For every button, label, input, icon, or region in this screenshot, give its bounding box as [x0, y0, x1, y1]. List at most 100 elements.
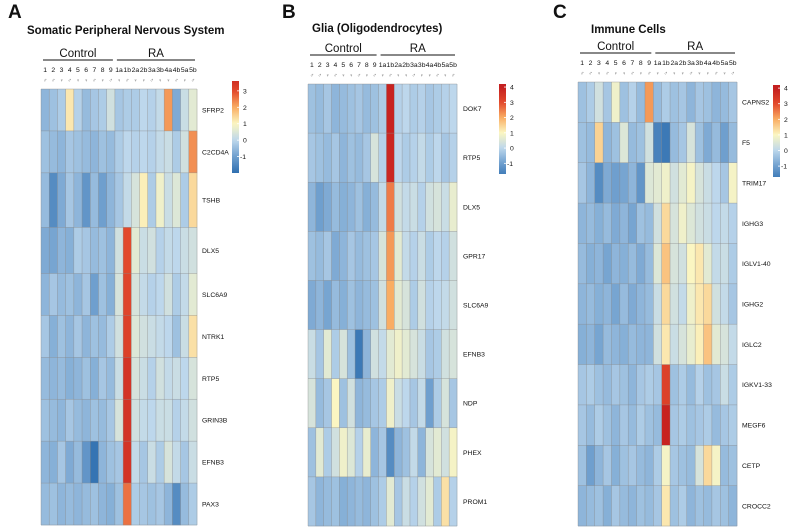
heatmap-cell	[720, 283, 729, 325]
heatmap-cell	[98, 227, 107, 274]
group-header: Control RA	[310, 43, 455, 56]
heatmap-cell	[636, 364, 646, 406]
heatmap-cell	[636, 485, 646, 527]
sex-symbol: ♂	[412, 73, 416, 79]
heatmap-cell	[131, 441, 140, 484]
heatmap-cell	[578, 203, 587, 244]
heatmap-cell	[661, 485, 671, 527]
heatmap-cell	[65, 89, 75, 132]
legend-tick-label: 2	[510, 115, 514, 122]
row-label-rtp5: RTP5	[202, 376, 219, 383]
heatmap-cell	[670, 445, 679, 486]
legend-tick-label: 4	[784, 86, 788, 93]
sex-symbol: ♂	[357, 73, 361, 79]
heatmap-cell	[670, 485, 679, 527]
row-label-slc6a9: SLC6A9	[202, 292, 228, 299]
heatmap-cell	[653, 283, 662, 325]
heatmap-cell	[114, 399, 124, 442]
heatmap-cell	[131, 89, 140, 132]
column-label: 3	[326, 62, 330, 69]
sex-symbol: ♀	[681, 71, 685, 77]
column-label: 5a	[181, 67, 189, 74]
column-labels: 1♂2♂3♀4♂5♀6♀7♂8♀9♂1a♀1b♂2a♀2b♀3a♂3b♀4a♀4…	[43, 67, 197, 84]
heatmap-cell	[114, 441, 124, 484]
heatmap-cell	[123, 441, 132, 484]
heatmap-cell	[417, 427, 426, 478]
heatmap-cell	[441, 378, 450, 429]
column-label: 3a	[410, 62, 418, 69]
heatmap-cell	[636, 162, 646, 204]
heatmap-cell	[670, 82, 679, 123]
heatmap-cell	[90, 357, 99, 400]
heatmap-cell	[449, 280, 458, 330]
heatmap-cell	[331, 378, 340, 429]
heatmap-cell	[628, 364, 637, 406]
heatmap-cell	[57, 315, 66, 358]
heatmap-cell	[73, 89, 83, 132]
heatmap-cell	[123, 273, 132, 316]
heatmap-cell	[578, 445, 587, 486]
heatmap-cell	[114, 273, 124, 316]
row-label-dok7: DOK7	[463, 106, 482, 113]
sex-symbol: ♀	[443, 73, 447, 79]
heatmap-cell	[41, 441, 50, 484]
column-label: 1a	[654, 60, 662, 67]
sex-symbol: ♀	[365, 73, 369, 79]
heatmap-cell	[394, 378, 403, 429]
heatmap-cell	[402, 280, 411, 330]
sex-symbol: ♂	[388, 73, 392, 79]
heatmap-cell	[355, 133, 364, 183]
heatmap-cell	[678, 404, 688, 446]
heatmap-cell	[73, 273, 83, 316]
heatmap-cell	[711, 404, 721, 446]
heatmap-cell	[106, 172, 116, 228]
column-label: 5b	[189, 67, 197, 74]
sex-symbol: ♂	[310, 73, 314, 79]
heatmap-cell	[41, 273, 50, 316]
heatmap-cell	[180, 273, 190, 316]
heatmap-cell	[172, 357, 181, 400]
sex-symbol: ♀	[158, 78, 162, 84]
panel-title: Immune Cells	[591, 24, 666, 36]
heatmap-cell	[362, 329, 372, 379]
heatmap-cell	[728, 283, 738, 325]
heatmap-cell	[57, 89, 66, 132]
heatmap-cell	[653, 122, 662, 164]
heatmap-cell	[449, 476, 458, 527]
heatmap-cell	[386, 378, 395, 429]
column-label: 5	[76, 67, 80, 74]
heatmap-cell	[347, 231, 356, 281]
legend-color-bar	[499, 84, 506, 174]
heatmap-cell	[433, 280, 442, 330]
heatmap-cell	[628, 243, 637, 285]
legend-tick-label: 1	[510, 130, 514, 137]
group-label-control: Control	[597, 41, 634, 53]
heatmap-cell	[378, 133, 387, 183]
heatmap-cell	[644, 485, 654, 527]
column-label: 7	[357, 62, 361, 69]
heatmap-cell	[686, 162, 696, 204]
heatmap-cell	[155, 315, 165, 358]
heatmap-cell	[441, 133, 450, 183]
heatmap-cell	[611, 82, 621, 123]
heatmap-cell	[315, 182, 324, 232]
row-label-megf6: MEGF6	[742, 423, 766, 430]
heatmap-cell	[370, 133, 379, 183]
heatmap-cell	[315, 84, 324, 134]
row-label-efnb3: EFNB3	[202, 460, 224, 467]
heatmap-cell	[636, 243, 646, 285]
heatmap-cell	[315, 280, 324, 330]
heatmap-cell	[441, 427, 450, 478]
group-label-ra: RA	[148, 48, 164, 60]
legend-color-bar	[232, 81, 239, 173]
heatmap-cells	[308, 84, 458, 527]
heatmap-cell	[339, 133, 348, 183]
heatmap-cell	[90, 315, 99, 358]
heatmap-cell	[155, 357, 165, 400]
heatmap-cell	[686, 364, 696, 406]
heatmap-cell	[711, 485, 721, 527]
heatmap-cell	[98, 172, 107, 228]
heatmap-cell	[49, 89, 58, 132]
panel-a: A Somatic Peripheral Nervous System Contro…	[8, 2, 247, 526]
group-label-control: Control	[59, 48, 96, 60]
